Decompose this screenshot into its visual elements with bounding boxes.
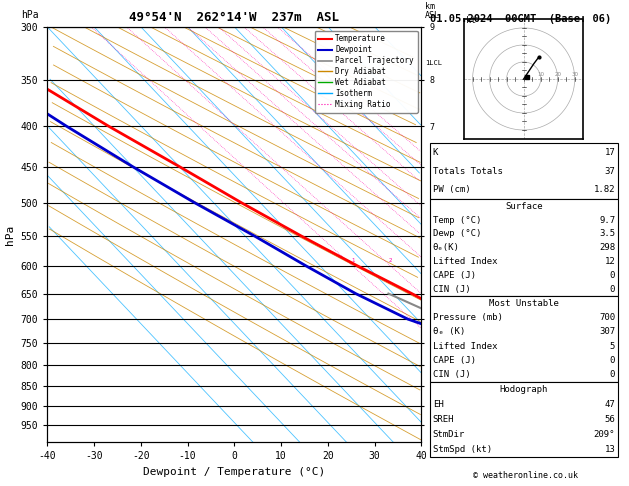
Text: 13: 13 xyxy=(604,445,615,454)
Text: Surface: Surface xyxy=(505,202,543,211)
Text: © weatheronline.co.uk: © weatheronline.co.uk xyxy=(473,470,577,480)
Text: K: K xyxy=(433,148,438,157)
Text: 3.5: 3.5 xyxy=(599,229,615,239)
Text: 30: 30 xyxy=(571,72,578,77)
Text: hPa: hPa xyxy=(21,11,38,20)
Text: CAPE (J): CAPE (J) xyxy=(433,356,476,365)
Text: 1.82: 1.82 xyxy=(594,186,615,194)
Text: Totals Totals: Totals Totals xyxy=(433,167,503,176)
Text: Most Unstable: Most Unstable xyxy=(489,299,559,308)
Text: 5: 5 xyxy=(610,342,615,350)
Legend: Temperature, Dewpoint, Parcel Trajectory, Dry Adiabat, Wet Adiabat, Isotherm, Mi: Temperature, Dewpoint, Parcel Trajectory… xyxy=(314,31,418,113)
Text: PW (cm): PW (cm) xyxy=(433,186,470,194)
Text: 37: 37 xyxy=(604,167,615,176)
Text: Hodograph: Hodograph xyxy=(500,384,548,394)
Text: 0: 0 xyxy=(610,356,615,365)
Text: StmSpd (kt): StmSpd (kt) xyxy=(433,445,492,454)
Text: θₑ (K): θₑ (K) xyxy=(433,328,465,336)
Title: 49°54'N  262°14'W  237m  ASL: 49°54'N 262°14'W 237m ASL xyxy=(130,11,339,24)
Text: 1: 1 xyxy=(351,258,355,262)
X-axis label: Dewpoint / Temperature (°C): Dewpoint / Temperature (°C) xyxy=(143,467,325,477)
Text: 1LCL: 1LCL xyxy=(425,60,442,66)
Text: 01.05.2024  00GMT  (Base: 06): 01.05.2024 00GMT (Base: 06) xyxy=(430,14,611,24)
Text: 298: 298 xyxy=(599,243,615,252)
Text: km
ASL: km ASL xyxy=(425,2,440,20)
Text: Pressure (mb): Pressure (mb) xyxy=(433,313,503,322)
Text: 700: 700 xyxy=(599,313,615,322)
Text: 10: 10 xyxy=(537,72,544,77)
Y-axis label: Mixing Ratio (g/kg): Mixing Ratio (g/kg) xyxy=(446,187,455,282)
Text: Dewp (°C): Dewp (°C) xyxy=(433,229,481,239)
Text: Temp (°C): Temp (°C) xyxy=(433,216,481,225)
Text: Lifted Index: Lifted Index xyxy=(433,257,498,266)
Text: 12: 12 xyxy=(604,257,615,266)
Text: 2: 2 xyxy=(389,258,392,262)
Text: 0: 0 xyxy=(610,370,615,379)
Text: EH: EH xyxy=(433,399,443,409)
Text: 17: 17 xyxy=(604,148,615,157)
Text: StmDir: StmDir xyxy=(433,430,465,439)
Text: 307: 307 xyxy=(599,328,615,336)
Text: CIN (J): CIN (J) xyxy=(433,285,470,294)
Text: θₑ(K): θₑ(K) xyxy=(433,243,460,252)
Text: 0: 0 xyxy=(610,271,615,280)
Text: Lifted Index: Lifted Index xyxy=(433,342,498,350)
Text: SREH: SREH xyxy=(433,415,454,424)
Text: CAPE (J): CAPE (J) xyxy=(433,271,476,280)
Text: 20: 20 xyxy=(554,72,561,77)
Text: 47: 47 xyxy=(604,399,615,409)
Y-axis label: hPa: hPa xyxy=(5,225,15,244)
Text: 209°: 209° xyxy=(594,430,615,439)
Text: CIN (J): CIN (J) xyxy=(433,370,470,379)
Text: 9.7: 9.7 xyxy=(599,216,615,225)
Text: 56: 56 xyxy=(604,415,615,424)
Text: kt: kt xyxy=(466,16,476,25)
Text: 0: 0 xyxy=(610,285,615,294)
